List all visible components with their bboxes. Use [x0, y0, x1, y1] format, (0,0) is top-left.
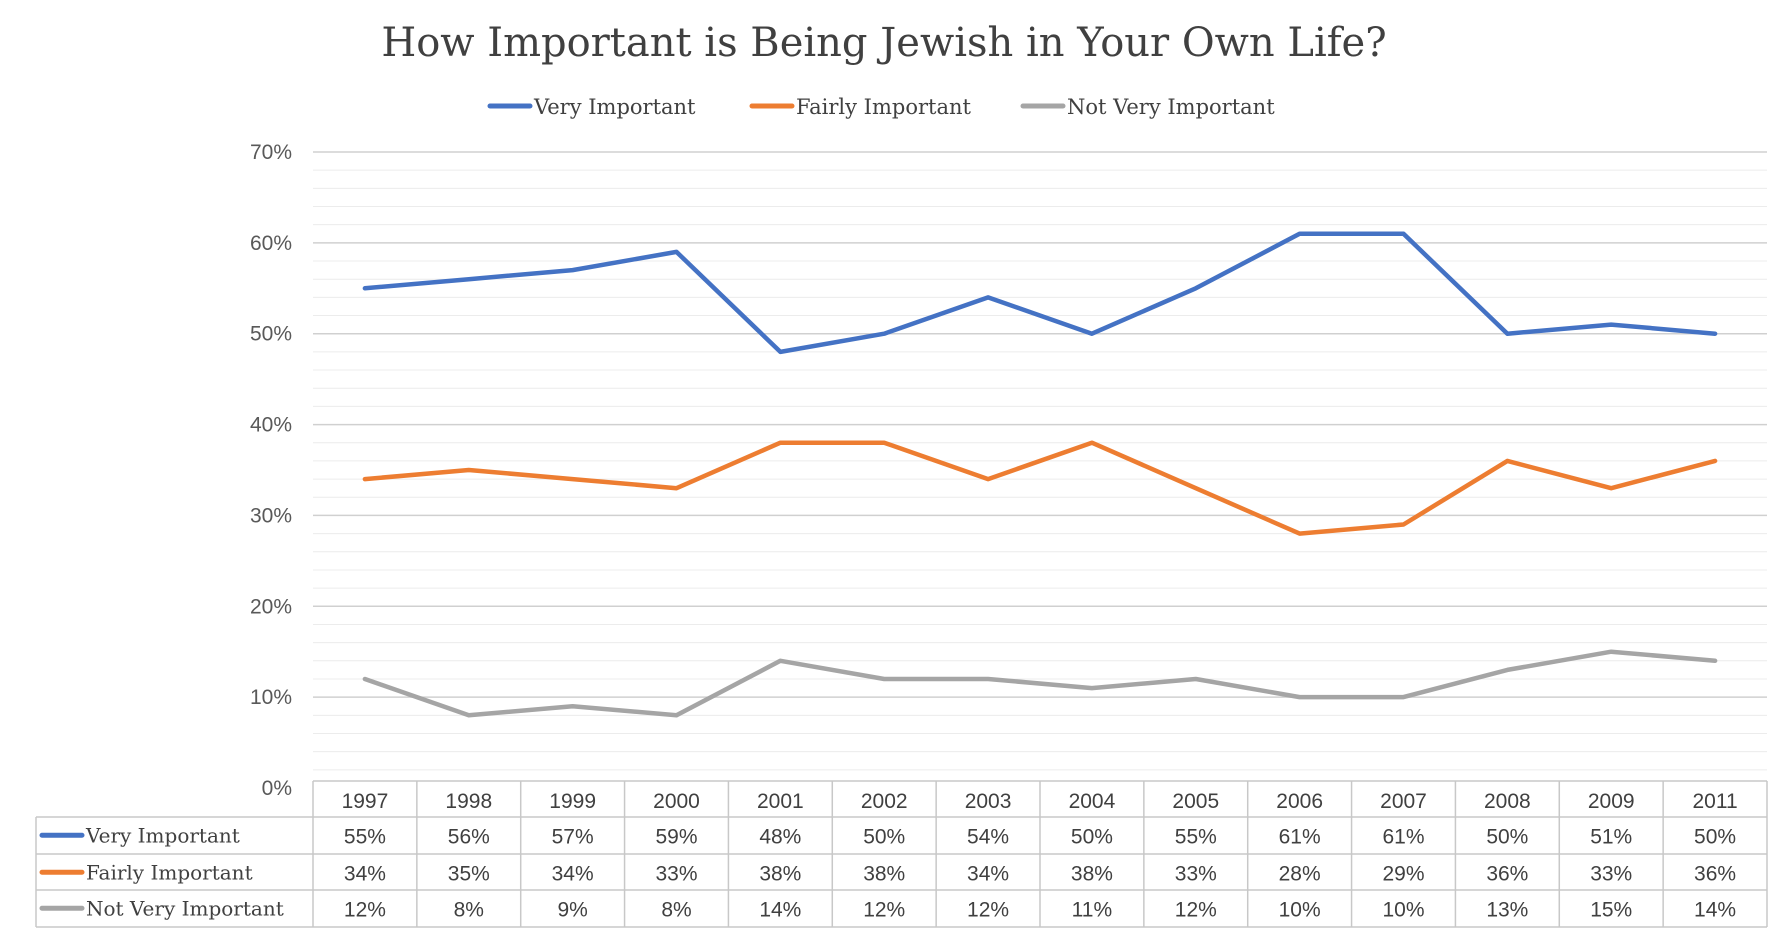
- chart-title: How Important is Being Jewish in Your Ow…: [381, 20, 1386, 66]
- data-label: 38%: [1071, 862, 1113, 885]
- data-table: 1997 1998 1999 2000 2001 2002 2003 2004 2005 2006…: [35, 780, 1768, 928]
- data-label: 15%: [1590, 898, 1632, 921]
- x-tick-label: 2005: [1172, 790, 1219, 813]
- x-tick-label: 2006: [1276, 790, 1323, 813]
- data-label: 48%: [759, 825, 801, 848]
- table-row-label: Very Important: [85, 823, 240, 847]
- data-label: 51%: [1590, 825, 1632, 848]
- x-tick-label: 1998: [445, 790, 492, 813]
- data-label: 12%: [344, 898, 386, 921]
- x-tick-label: 2000: [653, 790, 700, 813]
- x-tick-label: 2004: [1069, 790, 1116, 813]
- data-label: 28%: [1279, 862, 1321, 885]
- data-label: 14%: [1694, 898, 1736, 921]
- data-label: 34%: [344, 862, 386, 885]
- legend-label: Not Very Important: [1067, 95, 1275, 119]
- x-tick-label: 2001: [757, 790, 804, 813]
- data-label: 38%: [863, 862, 905, 885]
- data-label: 36%: [1694, 862, 1736, 885]
- data-label: 10%: [1279, 898, 1321, 921]
- data-label: 12%: [967, 898, 1009, 921]
- data-label: 33%: [1590, 862, 1632, 885]
- table-row-label: Fairly Important: [86, 860, 253, 884]
- data-label: 34%: [967, 862, 1009, 885]
- data-label: 57%: [552, 825, 594, 848]
- data-label: 56%: [448, 825, 490, 848]
- data-label: 55%: [1175, 825, 1217, 848]
- y-tick-label: 40%: [250, 414, 292, 437]
- x-tick-label: 2009: [1588, 790, 1635, 813]
- series-line-very-important: [362, 231, 1718, 355]
- x-tick-label: 1997: [342, 790, 389, 813]
- series-line-fairly-important: [362, 440, 1718, 536]
- data-label: 10%: [1382, 898, 1424, 921]
- data-label: 33%: [655, 862, 697, 885]
- data-label: 36%: [1486, 862, 1528, 885]
- y-tick-label: 0%: [262, 777, 292, 800]
- data-label: 50%: [1071, 825, 1113, 848]
- data-label: 50%: [1694, 825, 1736, 848]
- data-label: 13%: [1486, 898, 1528, 921]
- x-tick-label: 2003: [965, 790, 1012, 813]
- data-label: 35%: [448, 862, 490, 885]
- data-label: 12%: [863, 898, 905, 921]
- data-label: 14%: [759, 898, 801, 921]
- series-line-not-very-important: [362, 649, 1718, 718]
- y-tick-label: 50%: [250, 323, 292, 346]
- data-label: 8%: [661, 898, 691, 921]
- x-tick-label: 2007: [1380, 790, 1427, 813]
- table-row-label: Not Very Important: [86, 896, 284, 920]
- plot-area: [362, 231, 1718, 718]
- data-label: 54%: [967, 825, 1009, 848]
- y-tick-label: 70%: [250, 141, 292, 164]
- x-tick-label: 2011: [1692, 790, 1737, 813]
- y-tick-label: 60%: [250, 232, 292, 255]
- y-axis: 0% 10% 20% 30% 40% 50% 60% 70%: [250, 141, 292, 800]
- legend-label: Very Important: [533, 95, 696, 119]
- data-label: 50%: [1486, 825, 1528, 848]
- legend-label: Fairly Important: [796, 95, 971, 119]
- data-label: 8%: [454, 898, 484, 921]
- data-label: 9%: [557, 898, 587, 921]
- data-label: 61%: [1382, 825, 1424, 848]
- data-label: 12%: [1175, 898, 1217, 921]
- data-label: 34%: [552, 862, 594, 885]
- y-tick-label: 10%: [250, 686, 292, 709]
- data-label: 50%: [863, 825, 905, 848]
- x-tick-label: 2008: [1484, 790, 1531, 813]
- legend: Very Important Fairly Important Not Very I…: [487, 95, 1275, 119]
- data-label: 11%: [1072, 898, 1112, 921]
- data-label: 55%: [344, 825, 386, 848]
- y-tick-label: 20%: [250, 595, 292, 618]
- data-label: 38%: [759, 862, 801, 885]
- data-label: 29%: [1382, 862, 1424, 885]
- y-tick-label: 30%: [250, 504, 292, 527]
- data-label: 61%: [1279, 825, 1321, 848]
- x-tick-label: 2002: [861, 790, 908, 813]
- data-label: 59%: [655, 825, 697, 848]
- data-label: 33%: [1175, 862, 1217, 885]
- gridlines: [313, 151, 1767, 771]
- x-tick-label: 1999: [549, 790, 596, 813]
